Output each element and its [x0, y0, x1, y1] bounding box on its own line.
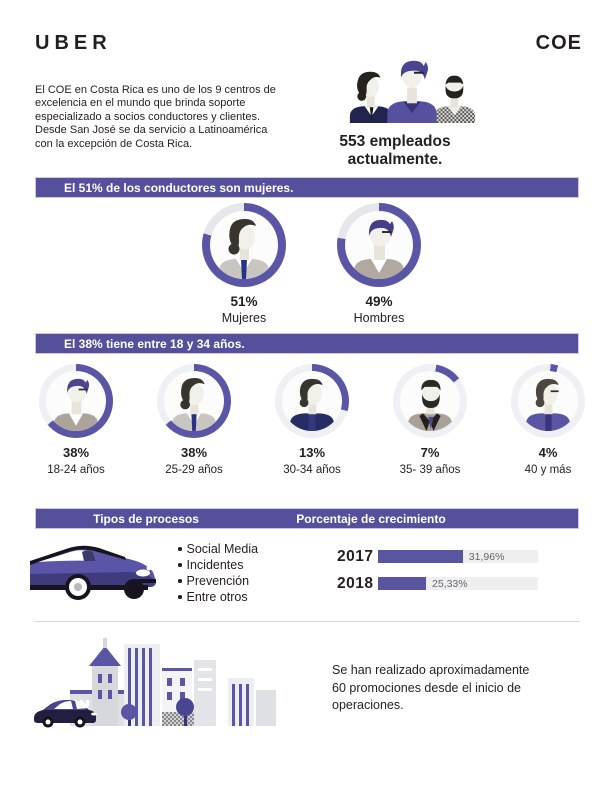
category-label: Mujeres — [221, 311, 267, 325]
city-illustration-icon — [32, 630, 290, 728]
donut-ring — [337, 203, 421, 287]
category-label: 40 y más — [524, 464, 572, 476]
bar-row-2017: 2017 31,96% — [337, 547, 538, 565]
avatar-bearded-man-icon — [407, 379, 453, 431]
percent-label: 49% — [365, 294, 393, 309]
age-ring-35-39: 7% 35- 39 años — [393, 364, 467, 476]
gender-ring-mujeres: 51% Mujeres — [202, 203, 286, 325]
percent-label: 7% — [420, 445, 440, 460]
bar-track: 31,96% — [378, 550, 538, 563]
donut-ring — [157, 364, 231, 438]
page-title: COE — [535, 32, 582, 54]
age-ring-25-29: 38% 25-29 años — [157, 364, 231, 476]
percent-label: 4% — [538, 445, 558, 460]
donut-ring — [202, 203, 286, 287]
category-label: 25-29 años — [165, 464, 223, 476]
age-banner-label: El 38% tiene entre 18 y 34 años. — [64, 337, 245, 351]
bar-fill — [378, 577, 426, 590]
promotions-caption: Se han realizado aproximadamente 60 prom… — [332, 663, 530, 712]
percent-label: 38% — [62, 445, 90, 460]
category-label: 18-24 años — [47, 464, 105, 476]
avatar-woman-icon — [219, 219, 269, 279]
avatar-man-icon — [354, 219, 404, 279]
donut-ring — [511, 364, 585, 438]
bar-track: 25,33% — [378, 577, 538, 590]
category-label: 30-34 años — [283, 464, 341, 476]
gender-ring-hombres: 49% Hombres — [337, 203, 421, 325]
section-divider — [35, 621, 580, 622]
bar-fill — [378, 550, 463, 563]
bar-value-label: 31,96% — [468, 550, 505, 563]
year-label: 2017 — [337, 547, 374, 565]
intro-paragraph: El COE en Costa Rica es uno de los 9 cen… — [35, 84, 276, 150]
avatar-woman-icon — [171, 378, 217, 431]
list-item: Incidentes — [178, 557, 258, 573]
percent-label: 13% — [298, 445, 326, 460]
age-ring-18-24: 38% 18-24 años — [39, 364, 113, 476]
gender-banner: El 51% de los conductores son mujeres. — [35, 177, 579, 198]
avatar-young-man-icon — [53, 378, 99, 431]
age-banner: El 38% tiene entre 18 y 34 años. — [35, 333, 579, 354]
list-item: Social Media — [178, 541, 259, 557]
age-ring-30-34: 13% 30-34 años — [275, 364, 349, 476]
gender-banner-label: El 51% de los conductores son mujeres. — [64, 181, 294, 195]
bar-value-label: 25,33% — [432, 577, 468, 590]
list-item: Entre otros — [178, 589, 258, 605]
category-label: Hombres — [353, 311, 405, 325]
employee-man-purple — [387, 60, 437, 123]
category-label: 35- 39 años — [399, 464, 461, 476]
employee-man-sweater — [434, 75, 476, 123]
donut-ring — [39, 364, 113, 438]
car-illustration-icon — [30, 541, 158, 601]
city-car — [34, 700, 97, 728]
bar-row-2018: 2018 25,33% — [337, 574, 538, 592]
employees-illustration-icon — [338, 54, 486, 123]
donut-ring — [393, 364, 467, 438]
donut-ring — [275, 364, 349, 438]
uber-logo: UBER — [35, 32, 112, 54]
percent-label: 38% — [180, 445, 208, 460]
avatar-woman-navy-icon — [289, 378, 335, 431]
avatar-older-woman-icon — [525, 378, 571, 431]
process-banner: Tipos de procesos Porcentaje de crecimie… — [35, 508, 579, 529]
employee-woman — [349, 71, 392, 123]
process-banner-right-label: Porcentaje de crecimiento — [296, 512, 446, 526]
employees-count-caption: 553 empleados actualmente. — [339, 133, 451, 168]
list-item: Prevención — [178, 573, 258, 589]
percent-label: 51% — [230, 294, 258, 309]
age-ring-40-mas: 4% 40 y más — [511, 364, 585, 476]
year-label: 2018 — [337, 574, 374, 592]
process-list: Social Media Incidentes Prevención Entre… — [178, 541, 259, 605]
process-banner-left-label: Tipos de procesos — [93, 512, 199, 526]
